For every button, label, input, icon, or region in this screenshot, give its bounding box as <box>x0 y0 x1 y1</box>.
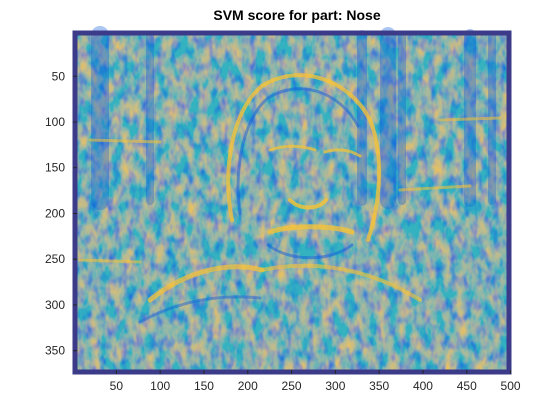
y-tick-label: 200 <box>45 206 65 220</box>
head-outline-inner <box>236 87 360 216</box>
x-tick-label: 50 <box>110 379 124 393</box>
x-tick-label: 450 <box>457 379 477 393</box>
heatmap-structures <box>78 26 502 324</box>
shoulder-left-inner <box>138 295 262 324</box>
x-tick-label: 200 <box>238 379 258 393</box>
mouth <box>267 224 355 235</box>
x-tick-label: 150 <box>194 379 214 393</box>
shoulder-left <box>147 264 265 303</box>
warm-streak <box>438 116 502 122</box>
plot-area <box>72 26 512 375</box>
y-tick-label: 300 <box>45 298 65 312</box>
warm-streak <box>398 184 472 192</box>
shoulder-right <box>260 263 422 302</box>
x-tick-label: 300 <box>325 379 345 393</box>
x-tick-label: 350 <box>369 379 389 393</box>
x-tick-label: 400 <box>413 379 433 393</box>
x-tick-label: 100 <box>150 379 170 393</box>
warm-streak <box>88 138 162 144</box>
y-tick-label: 100 <box>45 115 65 129</box>
axes: 50 100 150 200 250 300 350 400 450 500 50 100 150 200… <box>45 69 521 393</box>
y-tick-label: 250 <box>45 252 65 266</box>
head-outline <box>226 73 382 242</box>
y-tick-label: 350 <box>45 344 65 358</box>
chin <box>266 243 354 260</box>
nose <box>288 198 328 210</box>
warm-streak <box>78 258 142 264</box>
y-tick-label: 50 <box>52 69 66 83</box>
x-tick-label: 500 <box>501 379 521 393</box>
y-tick-label: 150 <box>45 161 65 175</box>
brow-right <box>323 148 362 158</box>
x-tick-label: 250 <box>282 379 302 393</box>
brow-left <box>268 144 317 152</box>
chart-title: SVM score for part: Nose <box>213 7 380 23</box>
